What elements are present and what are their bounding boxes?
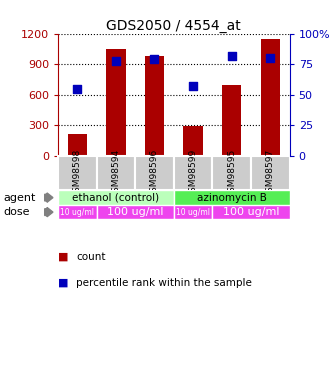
Bar bbox=[106, 49, 125, 156]
Bar bbox=[213, 156, 251, 190]
Point bbox=[74, 86, 80, 92]
Bar bbox=[174, 205, 213, 219]
Text: GSM98595: GSM98595 bbox=[227, 148, 236, 198]
Text: 10 ug/ml: 10 ug/ml bbox=[176, 208, 210, 217]
Text: 100 ug/ml: 100 ug/ml bbox=[223, 207, 279, 217]
Bar bbox=[174, 190, 290, 205]
Bar bbox=[97, 205, 174, 219]
Text: count: count bbox=[76, 252, 106, 262]
Bar bbox=[58, 190, 174, 205]
Text: GSM98596: GSM98596 bbox=[150, 148, 159, 198]
Text: 100 ug/ml: 100 ug/ml bbox=[107, 207, 164, 217]
Text: ■: ■ bbox=[58, 252, 69, 262]
Point bbox=[268, 55, 273, 61]
Bar bbox=[135, 156, 174, 190]
Bar bbox=[183, 126, 203, 156]
Text: GSM98598: GSM98598 bbox=[73, 148, 82, 198]
Bar bbox=[58, 205, 97, 219]
Title: GDS2050 / 4554_at: GDS2050 / 4554_at bbox=[106, 19, 241, 33]
Text: ethanol (control): ethanol (control) bbox=[72, 193, 160, 202]
Bar bbox=[145, 56, 164, 156]
Point bbox=[113, 58, 118, 64]
Text: GSM98597: GSM98597 bbox=[266, 148, 275, 198]
Text: GSM98599: GSM98599 bbox=[189, 148, 198, 198]
Bar bbox=[222, 85, 241, 156]
Text: dose: dose bbox=[3, 207, 30, 217]
Point bbox=[229, 53, 234, 59]
Text: ■: ■ bbox=[58, 278, 69, 288]
Bar bbox=[251, 156, 290, 190]
Bar bbox=[213, 205, 290, 219]
Text: azinomycin B: azinomycin B bbox=[197, 193, 267, 202]
Bar bbox=[260, 39, 280, 156]
Bar bbox=[58, 156, 97, 190]
Bar bbox=[68, 134, 87, 156]
Bar bbox=[97, 156, 135, 190]
Text: agent: agent bbox=[3, 193, 36, 202]
Bar bbox=[174, 156, 213, 190]
Point bbox=[152, 56, 157, 62]
Text: 10 ug/ml: 10 ug/ml bbox=[60, 208, 94, 217]
Text: GSM98594: GSM98594 bbox=[111, 148, 120, 198]
Point bbox=[190, 83, 196, 89]
Text: percentile rank within the sample: percentile rank within the sample bbox=[76, 278, 252, 288]
